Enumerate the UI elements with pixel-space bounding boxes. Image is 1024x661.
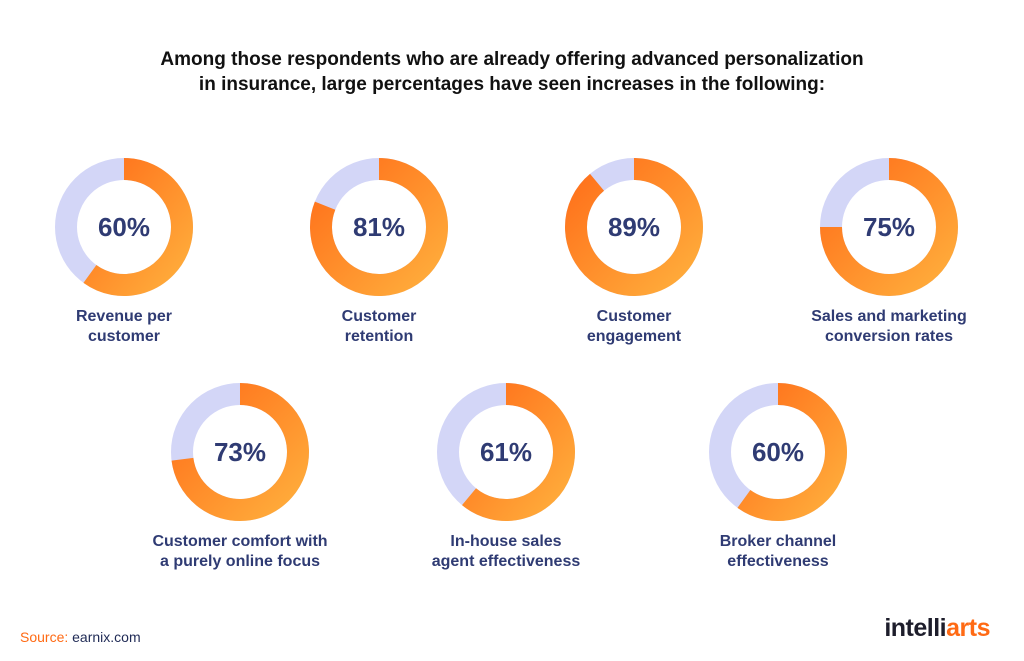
- donut-caption: Sales and marketing conversion rates: [774, 307, 1004, 347]
- chart-headline: Among those respondents who are already …: [112, 47, 912, 97]
- donut-chart: 81%: [310, 158, 448, 296]
- donut-chart: 61%: [437, 383, 575, 521]
- donut-chart: 89%: [565, 158, 703, 296]
- donut-card: 60% Broker channel effectiveness: [663, 382, 893, 572]
- donut-caption-line: Customer comfort with: [152, 533, 328, 550]
- source-label: Source:: [20, 629, 69, 645]
- donut-chart: 75%: [820, 158, 958, 296]
- donut-card: 60% Revenue per customer: [9, 157, 239, 347]
- donut-value-arc: [83, 158, 193, 296]
- donut-caption: Revenue per customer: [9, 307, 239, 347]
- donut-caption-line: Sales and marketing: [811, 308, 967, 325]
- donut-chart: 60%: [55, 158, 193, 296]
- donut-caption-line: In-house sales: [450, 533, 562, 550]
- source-note: Source: earnix.com: [20, 629, 141, 645]
- donut-caption: In-house sales agent effectiveness: [391, 532, 621, 572]
- donut-caption-line: retention: [344, 328, 414, 345]
- donut-caption: Customer comfort with a purely online foc…: [125, 532, 355, 572]
- source-value: earnix.com: [72, 629, 141, 645]
- donut-value-arc: [565, 158, 703, 296]
- donut-card: 81% Customer retention: [264, 157, 494, 347]
- donut-caption-line: agent effectiveness: [431, 553, 581, 570]
- donut-value-arc: [310, 158, 448, 296]
- donut-value-arc: [462, 383, 575, 521]
- donut-caption-line: Customer: [341, 308, 417, 325]
- donut-caption: Customer retention: [264, 307, 494, 347]
- donut-card: 73% Customer comfort with a purely online …: [125, 382, 355, 572]
- donut-caption-line: Customer: [596, 308, 672, 325]
- logo-part-2: arts: [946, 614, 990, 642]
- donut-caption-line: customer: [87, 328, 161, 345]
- intelliarts-logo: intelliarts: [884, 614, 990, 643]
- donut-caption-line: effectiveness: [727, 553, 829, 570]
- donut-chart: 60%: [709, 383, 847, 521]
- donut-card: 75% Sales and marketing conversion rates: [774, 157, 1004, 347]
- donut-value-label: 89%: [608, 212, 660, 242]
- donut-value-label: 73%: [214, 437, 266, 467]
- donut-caption: Broker channel effectiveness: [663, 532, 893, 572]
- donut-value-label: 81%: [353, 212, 405, 242]
- donut-caption: Customer engagement: [519, 307, 749, 347]
- donut-value-label: 60%: [98, 212, 150, 242]
- headline-line-1: Among those respondents who are already …: [160, 49, 864, 70]
- donut-caption-line: Broker channel: [719, 533, 837, 550]
- donut-value-label: 61%: [480, 437, 532, 467]
- donut-value-arc: [820, 158, 958, 296]
- donut-card: 89% Customer engagement: [519, 157, 749, 347]
- donut-value-label: 75%: [863, 212, 915, 242]
- donut-value-arc: [171, 383, 309, 521]
- donut-card: 61% In-house sales agent effectiveness: [391, 382, 621, 572]
- headline-line-2: in insurance, large percentages have see…: [198, 74, 826, 95]
- donut-caption-line: engagement: [586, 328, 682, 345]
- donut-caption-line: Revenue per: [75, 308, 173, 325]
- logo-part-1: intelli: [884, 614, 947, 642]
- donut-chart: 73%: [171, 383, 309, 521]
- donut-value-label: 60%: [752, 437, 804, 467]
- donut-caption-line: a purely online focus: [159, 553, 321, 570]
- donut-value-arc: [737, 383, 847, 521]
- donut-caption-line: conversion rates: [824, 328, 954, 345]
